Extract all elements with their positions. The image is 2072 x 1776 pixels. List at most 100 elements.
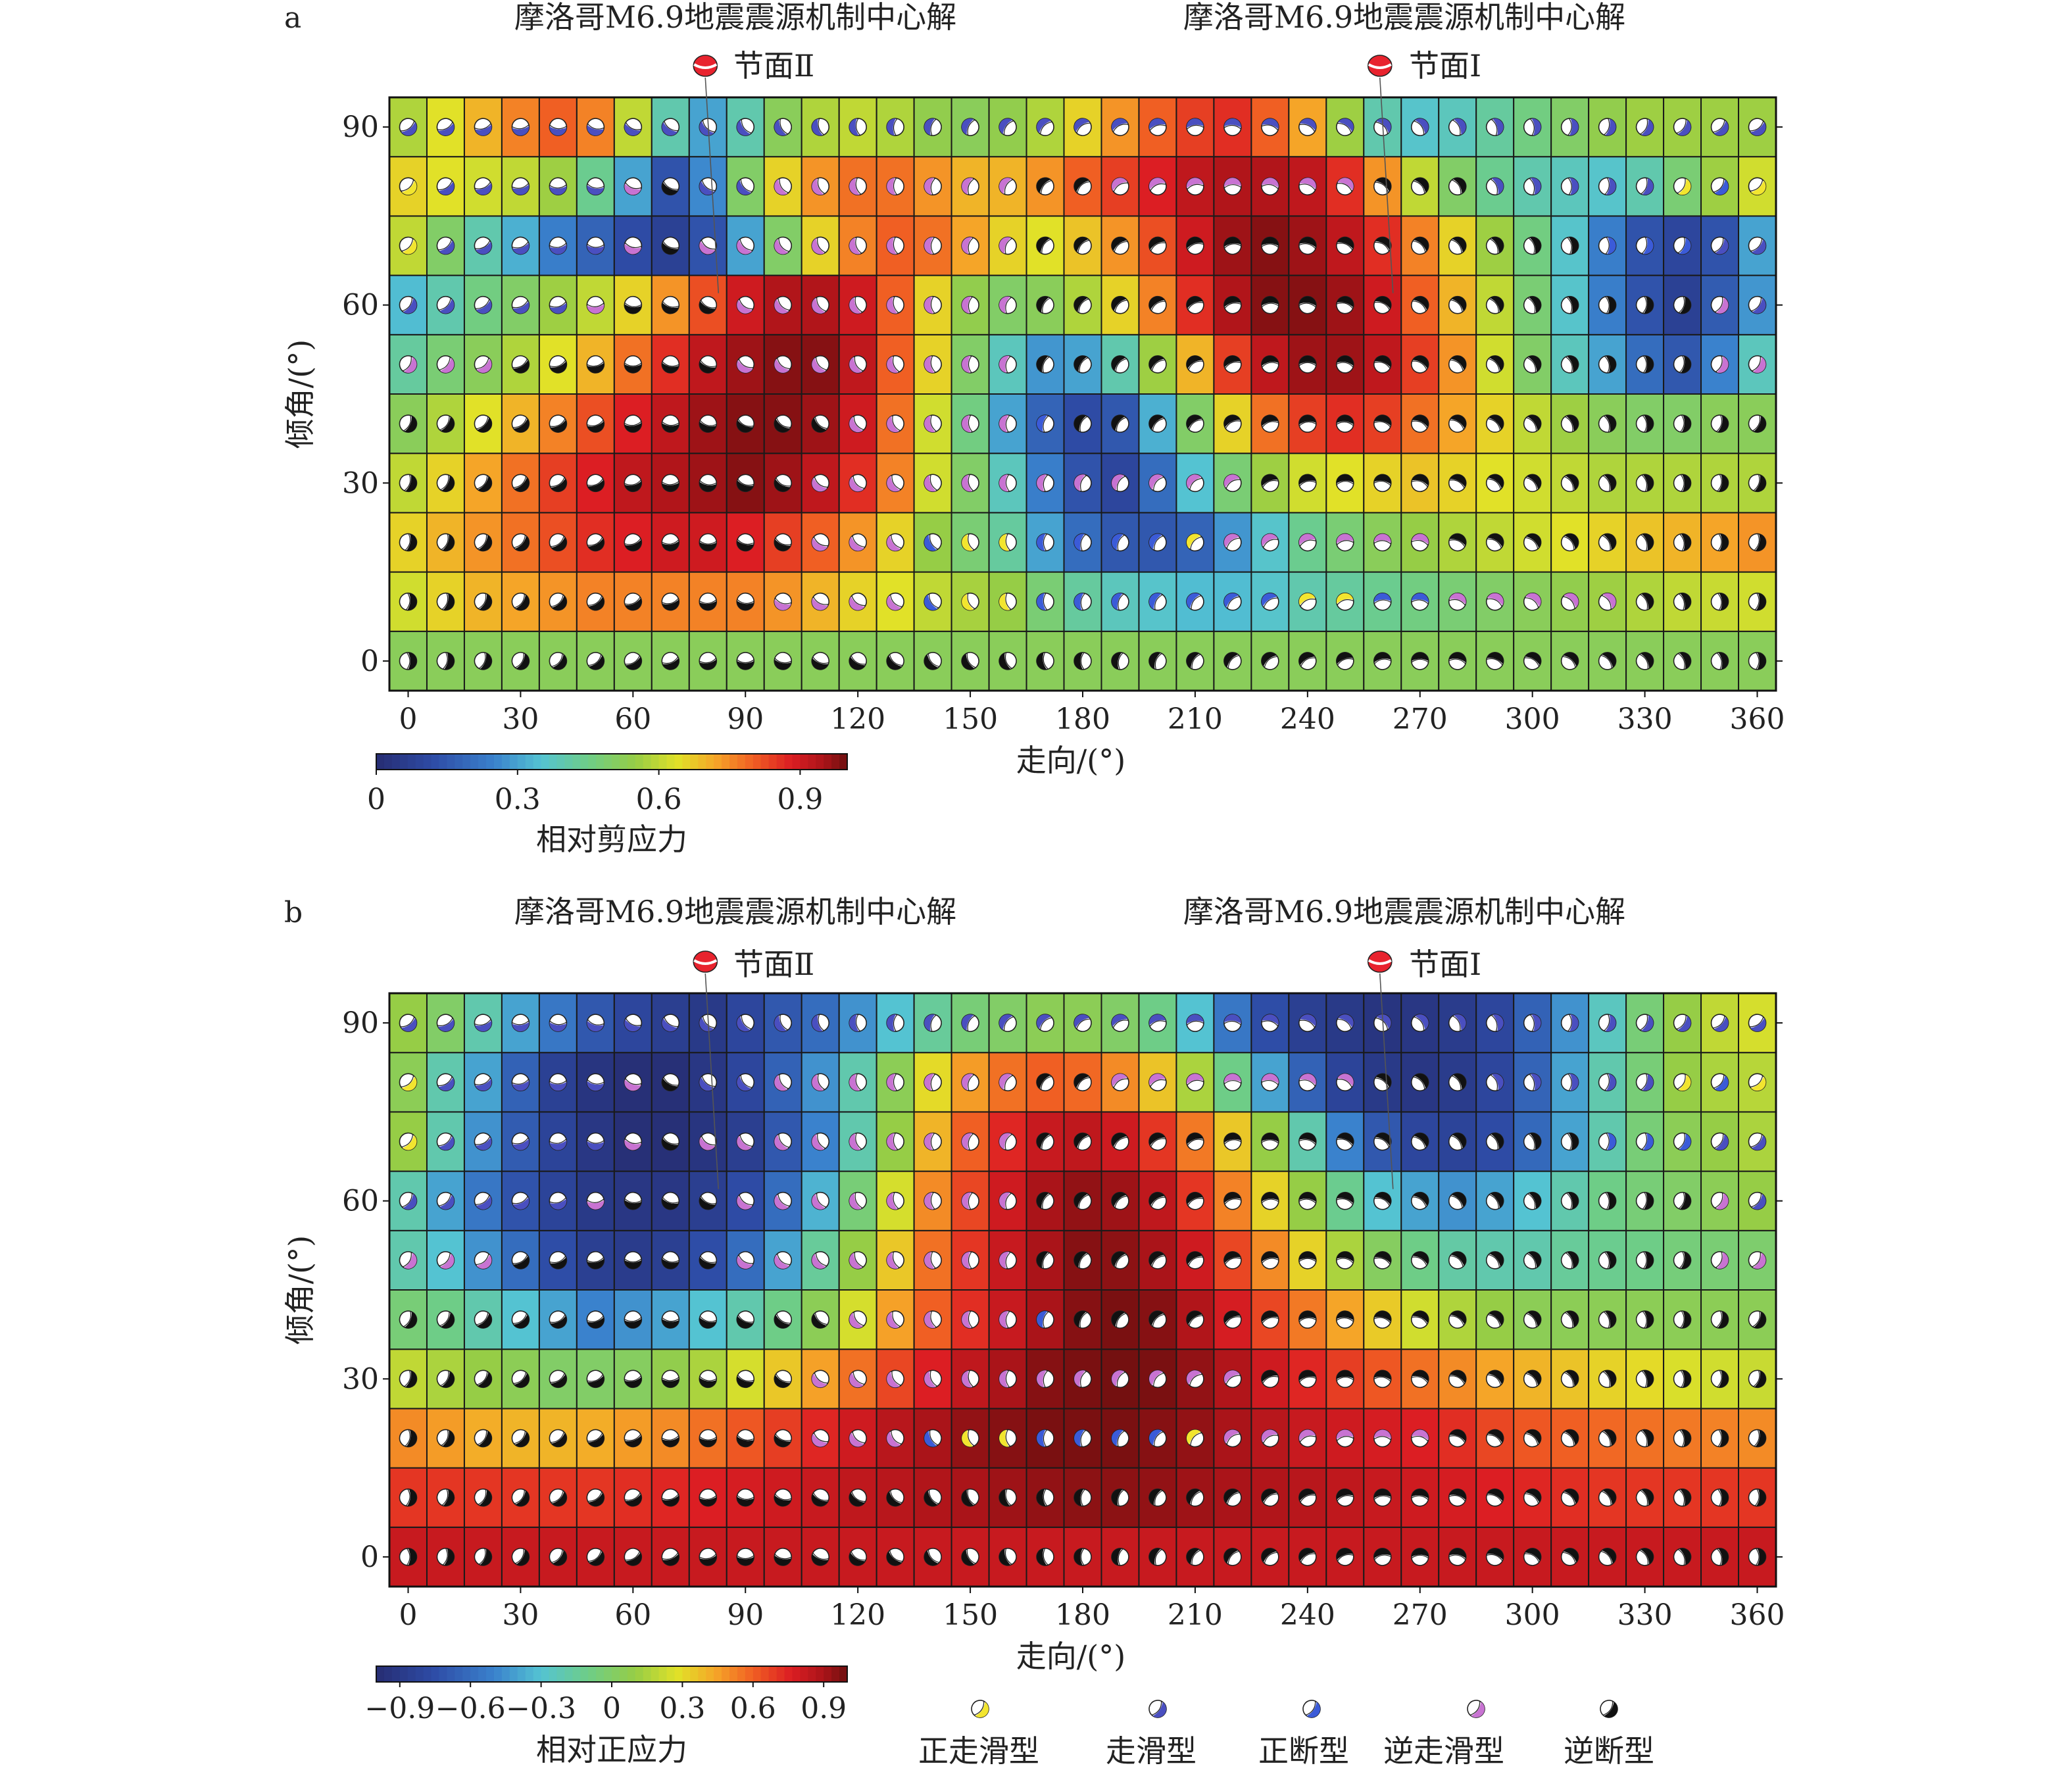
mechanism-strike-slip-icon: [886, 118, 904, 136]
mechanism-reverse-icon: [1598, 1488, 1617, 1507]
mechanism-reverse-icon: [1186, 236, 1204, 255]
mechanism-strike-slip-icon: [999, 118, 1017, 136]
mechanism-reverse-icon: [1410, 652, 1429, 670]
legend-item-oblique-normal-strike: 正走滑型: [918, 1700, 1039, 1769]
mechanism-strike-slip-icon: [549, 1132, 568, 1151]
colorbar-segment: [714, 754, 722, 770]
mechanism-reverse-icon: [1261, 652, 1279, 670]
mechanism-strike-slip-icon: [849, 118, 867, 136]
mechanism-reverse-icon: [1336, 1251, 1354, 1270]
colorbar-segment: [431, 754, 440, 770]
colorbar-segment: [658, 1666, 668, 1682]
mechanism-reverse-icon: [1748, 652, 1767, 670]
mechanism-reverse-icon: [1186, 355, 1204, 374]
colorbar-segment: [399, 1666, 408, 1682]
mechanism-reverse-icon: [661, 652, 680, 670]
mechanism-reverse-icon: [1560, 1429, 1579, 1448]
mechanism-oblique-reverse-icon: [1598, 592, 1617, 611]
mechanism-oblique-reverse-icon: [886, 592, 904, 611]
mechanism-reverse-icon: [511, 1369, 530, 1389]
mechanism-reverse-icon: [1111, 1132, 1129, 1151]
mechanism-reverse-icon: [1148, 295, 1167, 314]
colorbar-segment: [784, 754, 793, 770]
mechanism-reverse-icon: [1073, 177, 1092, 196]
mechanism-strike-slip-icon: [624, 118, 643, 136]
mechanism-oblique-reverse-icon: [1186, 1369, 1204, 1389]
heatmap-cell: [838, 393, 877, 455]
mechanism-reverse-icon: [699, 295, 718, 314]
mechanism-reverse-icon: [1373, 1310, 1392, 1329]
mechanism-strike-slip-icon: [1036, 118, 1054, 136]
mechanism-reverse-icon: [999, 1548, 1017, 1566]
mechanism-reverse-icon: [774, 1548, 793, 1566]
heatmap-cell: [913, 1052, 952, 1113]
mechanism-oblique-normal-icon: [1186, 1429, 1204, 1448]
mechanism-reverse-icon: [399, 414, 418, 433]
mechanism-oblique-reverse-icon: [1036, 474, 1054, 493]
mechanism-reverse-icon: [1635, 1369, 1654, 1389]
mechanism-reverse-icon: [1710, 1548, 1729, 1566]
mechanism-reverse-icon: [699, 1369, 718, 1389]
mechanism-reverse-icon: [586, 414, 605, 433]
x-tick-label: 150: [943, 1598, 998, 1632]
mechanism-oblique-reverse-icon: [699, 1132, 718, 1151]
mechanism-reverse-icon: [1223, 414, 1242, 433]
heatmap-cell: [1738, 1052, 1777, 1113]
mechanism-reverse-icon: [811, 414, 829, 433]
mechanism-oblique-reverse-icon: [886, 1310, 904, 1329]
mechanism-reverse-icon: [1635, 355, 1654, 374]
colorbar-segment: [690, 754, 699, 770]
heatmap-cell: [1138, 274, 1177, 335]
mechanism-reverse-icon: [1560, 236, 1579, 255]
mechanism-reverse-icon: [1111, 1310, 1129, 1329]
panel-b-plane-label-left: 节面Ⅱ: [733, 947, 814, 982]
x-tick-label: 30: [502, 1598, 539, 1632]
mechanism-oblique-reverse-icon: [849, 533, 867, 552]
mechanism-normal-icon: [1111, 592, 1129, 611]
mechanism-reverse-icon: [1073, 652, 1092, 670]
mechanism-strike-slip-icon: [1261, 118, 1279, 136]
mechanism-oblique-reverse-icon: [811, 474, 829, 493]
mechanism-reverse-icon: [1148, 236, 1167, 255]
colorbar-segment: [549, 754, 558, 770]
mechanism-reverse-icon: [1261, 236, 1279, 255]
mechanism-reverse-icon: [1485, 1191, 1504, 1210]
mechanism-reverse-icon: [1410, 1310, 1429, 1329]
mechanism-reverse-icon: [1298, 1369, 1317, 1389]
mechanism-legend: 正走滑型 走滑型 正断型 逆走滑型 逆断型: [918, 1700, 1654, 1769]
mechanism-oblique-reverse-icon: [736, 1251, 755, 1270]
mechanism-reverse-icon: [474, 533, 493, 552]
x-tick-label: 360: [1730, 1598, 1785, 1632]
mechanism-reverse-icon: [1186, 1488, 1204, 1507]
mechanism-oblique-reverse-icon: [1710, 295, 1729, 314]
mechanism-reverse-icon: [436, 1488, 455, 1507]
mechanism-strike-slip-icon: [549, 236, 568, 255]
mechanism-normal-icon: [1036, 1429, 1054, 1448]
mechanism-reverse-icon: [699, 592, 718, 611]
mechanism-reverse-icon: [1673, 652, 1692, 670]
colorbar-segment: [768, 754, 777, 770]
mechanism-strike-slip-icon: [1635, 118, 1654, 136]
mechanism-reverse-icon: [811, 652, 829, 670]
mechanism-strike-slip-icon: [661, 118, 680, 136]
mechanism-oblique-reverse-icon: [811, 1251, 829, 1270]
colorbar-segment: [706, 1666, 714, 1682]
colorbar-segment: [541, 754, 550, 770]
mechanism-strike-slip-icon: [1073, 118, 1092, 136]
mechanism-strike-slip-icon: [1673, 1014, 1692, 1032]
heatmap-cell: [576, 156, 615, 217]
mechanism-reverse-icon: [586, 474, 605, 493]
mechanism-oblique-reverse-icon: [999, 1310, 1017, 1329]
mechanism-oblique-reverse-icon: [961, 355, 979, 374]
mechanism-reverse-icon: [1598, 474, 1617, 493]
mechanism-reverse-icon: [999, 1488, 1017, 1507]
y-tick-label: 30: [342, 466, 379, 500]
nodal-plane-line: [704, 77, 720, 293]
mechanism-oblique-reverse-icon: [1223, 1429, 1242, 1448]
mechanism-strike-slip-icon: [436, 295, 455, 314]
mechanism-oblique-reverse-icon: [1261, 1073, 1279, 1092]
mechanism-reverse-icon: [1410, 355, 1429, 374]
mechanism-oblique-reverse-icon: [1448, 592, 1467, 611]
mechanism-reverse-icon: [1485, 1132, 1504, 1151]
x-tick-label: 0: [399, 1598, 417, 1632]
